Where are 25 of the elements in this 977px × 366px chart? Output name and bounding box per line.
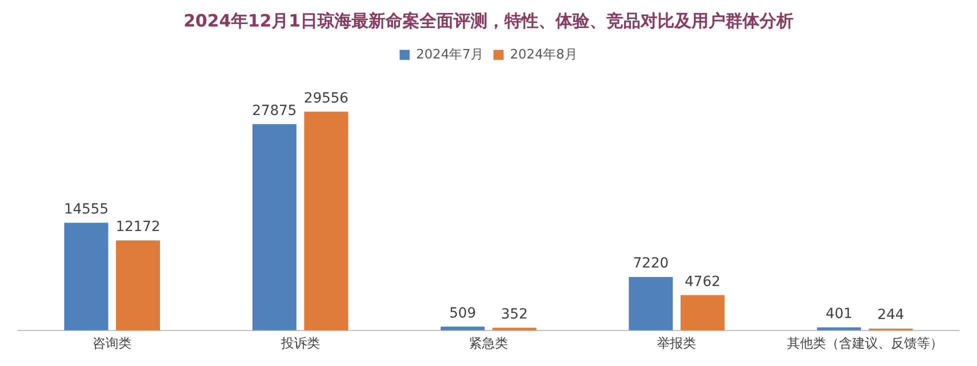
data-label: 509 bbox=[449, 305, 476, 322]
bar bbox=[252, 124, 296, 330]
bar bbox=[304, 112, 348, 330]
bar bbox=[440, 326, 485, 330]
bar bbox=[680, 295, 725, 330]
legend-label: 2024年7月 bbox=[416, 47, 484, 62]
x-tick-label: 举报类 bbox=[657, 336, 696, 352]
data-label: 27875 bbox=[252, 102, 297, 119]
bar bbox=[64, 222, 108, 330]
chart-title: 2024年12月1日琼海最新命案全面评测，特性、体验、竞品对比及用户群体分析 bbox=[184, 10, 794, 32]
data-label: 12172 bbox=[116, 218, 160, 235]
x-tick-label: 其他类（含建议、反馈等） bbox=[786, 336, 943, 352]
data-label: 14555 bbox=[64, 201, 108, 218]
x-tick-label: 投诉类 bbox=[280, 336, 320, 352]
data-label: 29556 bbox=[304, 90, 349, 106]
data-label: 7220 bbox=[633, 256, 669, 272]
data-label: 352 bbox=[501, 306, 528, 322]
legend-label: 2024年8月 bbox=[510, 47, 578, 62]
data-label: 4762 bbox=[684, 274, 720, 290]
data-label: 244 bbox=[877, 307, 904, 324]
bar bbox=[628, 276, 673, 330]
x-tick-label: 紧急类 bbox=[469, 336, 508, 352]
data-label: 401 bbox=[826, 306, 852, 322]
bar bbox=[116, 240, 160, 330]
x-tick-label: 咨询类 bbox=[92, 336, 132, 352]
